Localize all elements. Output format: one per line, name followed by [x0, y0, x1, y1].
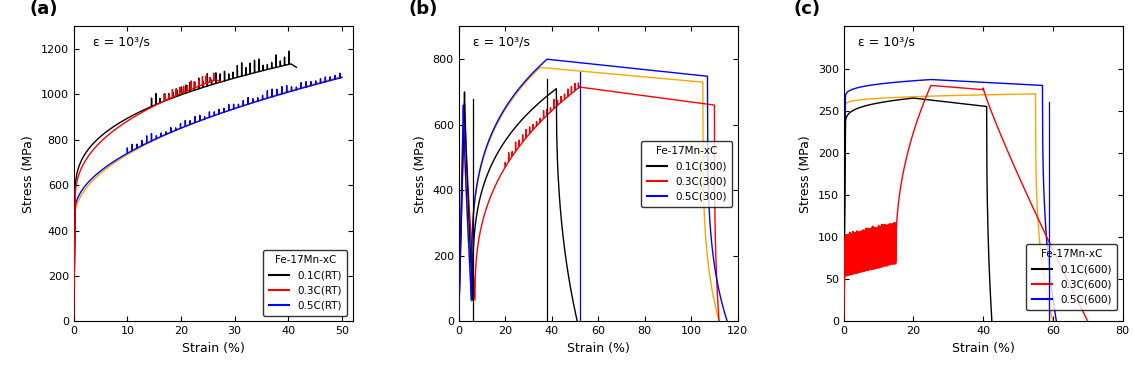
Text: (c): (c) — [794, 0, 821, 18]
Text: ε = 10³/s: ε = 10³/s — [93, 35, 150, 48]
Text: ε = 10³/s: ε = 10³/s — [857, 35, 914, 48]
Legend: 0.1C(300), 0.3C(300), 0.5C(300): 0.1C(300), 0.3C(300), 0.5C(300) — [642, 141, 733, 207]
Text: ε = 10³/s: ε = 10³/s — [473, 35, 530, 48]
X-axis label: Strain (%): Strain (%) — [951, 342, 1015, 355]
X-axis label: Strain (%): Strain (%) — [567, 342, 629, 355]
Legend: 0.1C(RT), 0.3C(RT), 0.5C(RT): 0.1C(RT), 0.3C(RT), 0.5C(RT) — [263, 250, 347, 316]
X-axis label: Strain (%): Strain (%) — [181, 342, 245, 355]
Legend: 0.1C(600), 0.3C(600), 0.5C(600): 0.1C(600), 0.3C(600), 0.5C(600) — [1026, 244, 1117, 310]
Y-axis label: Stress (MPa): Stress (MPa) — [23, 135, 35, 213]
Y-axis label: Stress (MPa): Stress (MPa) — [414, 135, 428, 213]
Text: (a): (a) — [29, 0, 58, 18]
Y-axis label: Stress (MPa): Stress (MPa) — [799, 135, 812, 213]
Text: (b): (b) — [408, 0, 438, 18]
